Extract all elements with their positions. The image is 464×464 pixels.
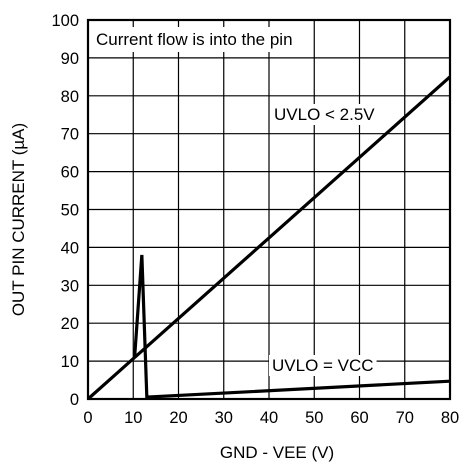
x-tick-label: 40 <box>260 409 278 427</box>
series-line-2 <box>133 254 451 399</box>
y-tick-label: 50 <box>61 202 79 220</box>
grid <box>87 19 451 400</box>
series-line-1 <box>86 75 452 401</box>
series-label-bg <box>269 355 377 376</box>
y-tick-label: 20 <box>61 315 79 333</box>
x-tick-label: 70 <box>396 409 414 427</box>
series-labels: UVLO < 2.5V UVLO = VCC <box>269 104 379 376</box>
annotation-text: Current flow is into the pin <box>96 30 293 49</box>
x-tick-labels: 0 10 20 30 40 50 60 70 80 <box>83 409 459 427</box>
y-tick-label: 100 <box>51 12 79 30</box>
series-label: UVLO = VCC <box>272 356 374 375</box>
y-tick-label: 60 <box>61 164 79 182</box>
y-tick-label: 90 <box>61 50 79 68</box>
y-tick-labels: 0 10 20 30 40 50 60 70 80 90 100 <box>51 12 79 409</box>
x-axis-title: GND - VEE (V) <box>220 443 334 462</box>
x-tick-label: 60 <box>350 409 368 427</box>
series-label-bg <box>271 104 379 125</box>
x-tick-label: 50 <box>305 409 323 427</box>
annotation-bg <box>90 27 301 52</box>
y-tick-label: 0 <box>70 391 79 409</box>
x-tick-label: 30 <box>215 409 233 427</box>
y-tick-label: 70 <box>61 126 79 144</box>
y-tick-label: 10 <box>61 353 79 371</box>
y-tick-label: 80 <box>61 88 79 106</box>
x-tick-label: 80 <box>441 409 459 427</box>
y-tick-label: 40 <box>61 239 79 257</box>
x-tick-label: 0 <box>83 409 92 427</box>
series-layer <box>86 75 452 401</box>
annotation-group: Current flow is into the pin <box>90 27 301 52</box>
series-label: UVLO < 2.5V <box>274 105 375 124</box>
y-axis-title: OUT PIN CURRENT (µA) <box>9 123 28 316</box>
y-tick-label: 30 <box>61 277 79 295</box>
x-tick-label: 20 <box>169 409 187 427</box>
x-tick-label: 10 <box>124 409 142 427</box>
plot-frame <box>86 18 452 401</box>
